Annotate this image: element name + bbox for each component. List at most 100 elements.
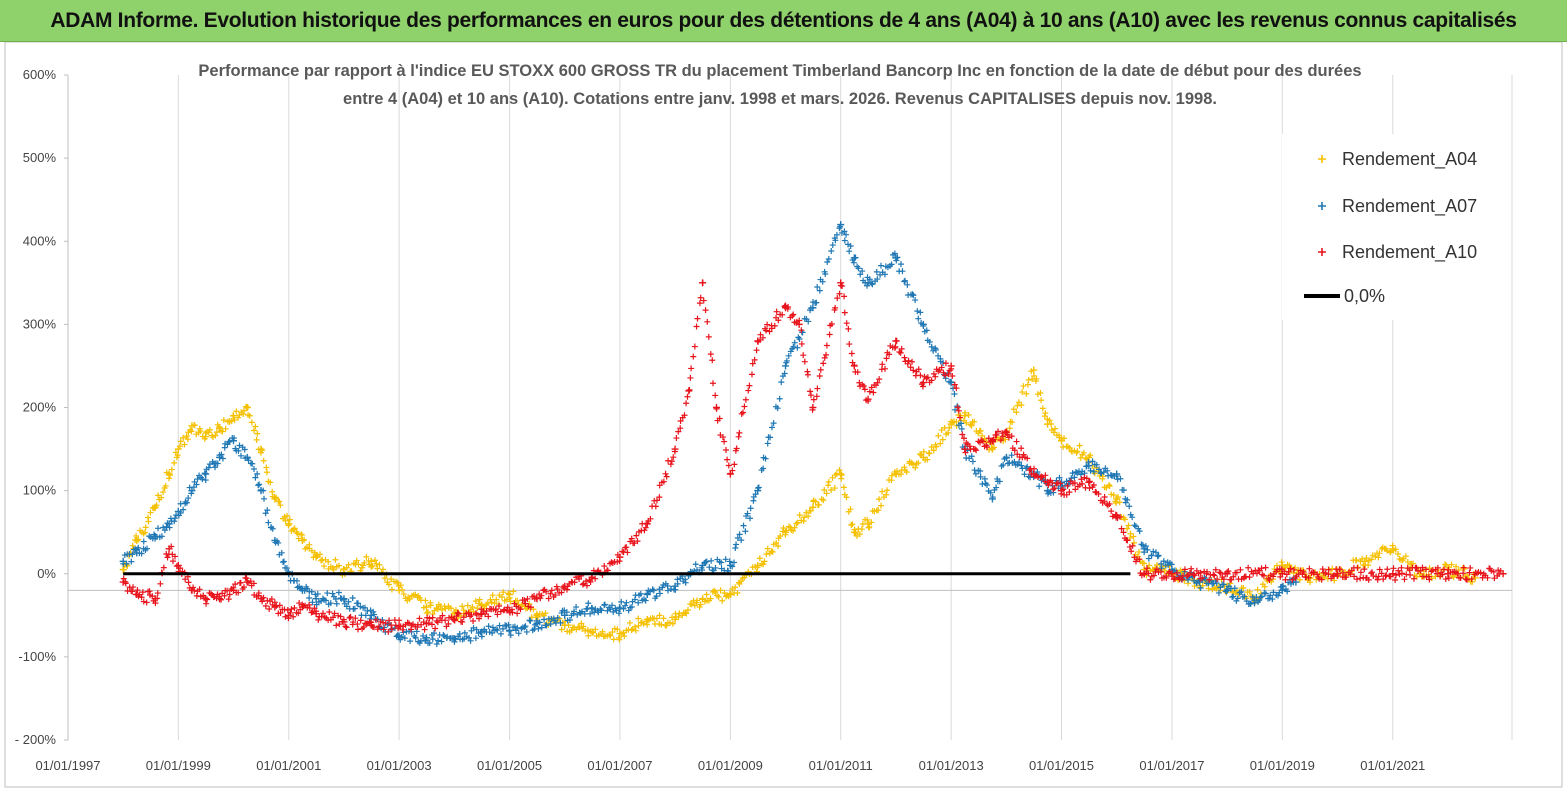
data-point <box>778 379 785 386</box>
data-point <box>1410 575 1417 582</box>
data-point <box>309 599 316 606</box>
data-point <box>1282 576 1289 583</box>
data-point <box>846 341 853 348</box>
data-point <box>1336 566 1343 573</box>
data-point <box>876 496 883 503</box>
data-point <box>935 432 942 439</box>
data-point <box>966 443 973 450</box>
data-point <box>907 364 914 371</box>
data-point <box>219 428 226 435</box>
data-point <box>522 600 529 607</box>
data-point <box>257 487 265 495</box>
data-point <box>632 627 639 634</box>
data-point <box>616 605 624 613</box>
data-point <box>337 613 344 620</box>
data-point <box>1023 390 1030 397</box>
data-point <box>554 586 561 593</box>
data-point <box>1106 500 1113 507</box>
data-point <box>1260 572 1267 579</box>
data-point <box>254 470 261 477</box>
data-point <box>353 557 360 564</box>
data-point <box>306 601 313 608</box>
data-point <box>717 587 724 594</box>
data-point <box>522 623 529 630</box>
data-point <box>874 276 881 283</box>
data-point <box>683 400 690 407</box>
data-point <box>804 371 811 378</box>
y-tick-label: 0% <box>37 566 56 581</box>
data-point <box>1211 572 1218 579</box>
data-point <box>548 587 555 594</box>
data-point <box>1131 522 1138 529</box>
data-point <box>498 593 505 600</box>
data-point <box>601 601 608 608</box>
data-point <box>461 629 468 636</box>
data-point <box>984 444 991 451</box>
data-point <box>193 481 200 488</box>
data-point <box>1093 461 1100 468</box>
data-point <box>858 526 865 533</box>
data-point <box>606 631 613 638</box>
data-point <box>271 537 279 544</box>
data-point <box>1285 568 1292 575</box>
data-point <box>668 458 675 465</box>
data-point <box>333 622 340 629</box>
data-point <box>487 596 494 603</box>
data-point <box>306 541 313 548</box>
legend-label: Rendement_A10 <box>1342 242 1477 263</box>
data-point <box>1044 478 1052 486</box>
data-point <box>422 620 430 628</box>
data-point <box>202 595 210 603</box>
data-point <box>709 357 716 364</box>
data-point <box>745 387 752 394</box>
data-point <box>768 325 775 332</box>
data-point <box>455 610 462 617</box>
data-point <box>1450 574 1457 581</box>
data-point <box>1184 573 1191 580</box>
data-point <box>442 617 449 624</box>
data-point <box>688 365 695 372</box>
data-point <box>448 605 455 612</box>
data-point <box>623 544 630 551</box>
data-point <box>791 524 798 531</box>
data-point <box>576 624 583 631</box>
data-point <box>256 481 263 488</box>
data-point <box>199 476 206 483</box>
data-point <box>1090 481 1097 488</box>
data-point <box>1042 410 1049 417</box>
data-point <box>1357 569 1364 576</box>
data-point <box>212 432 219 439</box>
data-point <box>342 623 349 630</box>
data-point <box>632 623 639 630</box>
data-point <box>856 531 863 538</box>
data-point <box>1046 417 1053 424</box>
data-point <box>1297 567 1304 574</box>
data-point <box>1460 570 1467 577</box>
data-point <box>649 586 656 593</box>
data-point <box>1223 570 1231 578</box>
data-point <box>711 587 718 594</box>
data-point <box>1368 556 1375 563</box>
data-point <box>616 630 624 638</box>
data-point <box>183 433 190 440</box>
data-point <box>747 505 754 512</box>
data-point <box>599 628 606 635</box>
data-point <box>712 404 720 411</box>
data-point <box>160 564 167 571</box>
data-point <box>240 407 247 414</box>
data-point <box>521 597 528 604</box>
data-point <box>469 603 476 610</box>
data-point <box>809 503 817 511</box>
data-point <box>190 584 197 591</box>
data-point <box>367 557 375 565</box>
data-point <box>947 420 955 428</box>
data-point <box>1267 592 1274 599</box>
data-point <box>706 564 713 571</box>
data-point <box>1013 409 1020 416</box>
data-point <box>271 603 279 611</box>
x-tick-label: 01/01/1997 <box>35 758 100 773</box>
data-point <box>506 607 514 615</box>
data-point <box>898 345 905 352</box>
data-point <box>1066 489 1073 496</box>
data-point <box>228 418 235 425</box>
